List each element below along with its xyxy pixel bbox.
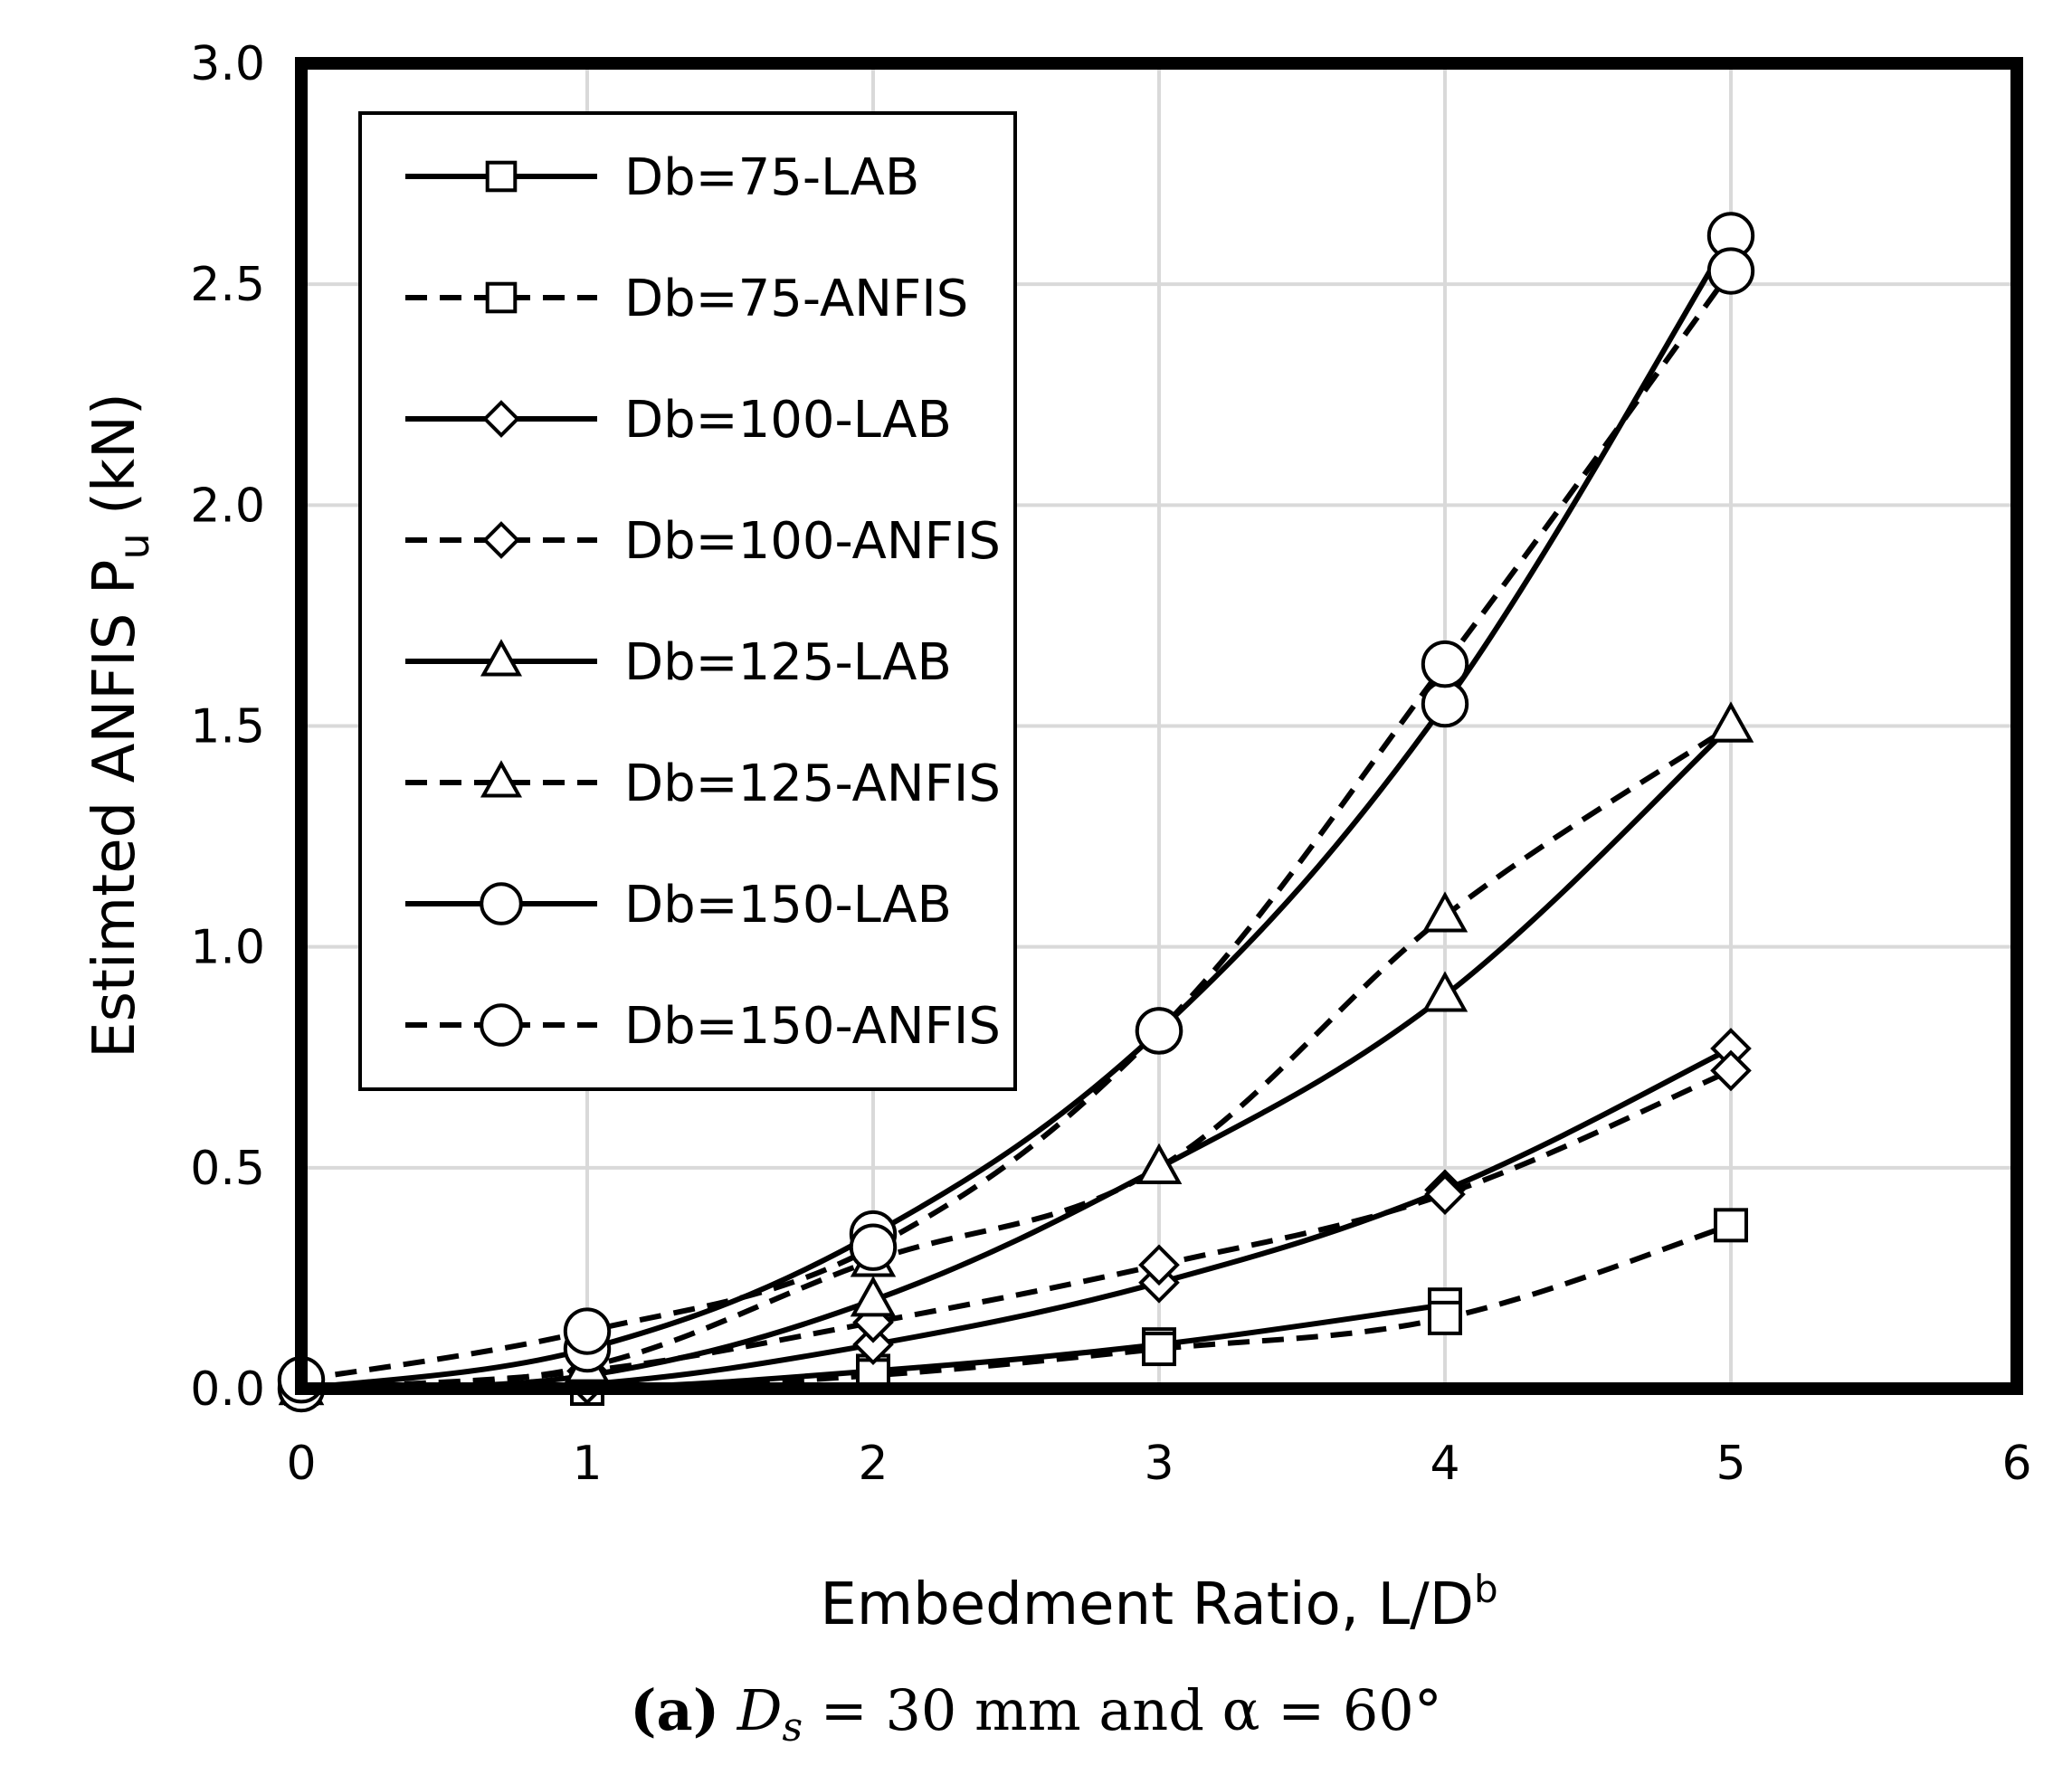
data-point <box>850 1276 897 1317</box>
legend-item: Db=75-LAB <box>405 148 919 207</box>
legend-item: Db=125-ANFIS <box>405 754 1001 813</box>
x-tick-label: 6 <box>2001 1437 2031 1491</box>
legend-item: Db=150-LAB <box>405 876 952 935</box>
legend-marker <box>480 639 523 677</box>
legend-label: Db=150-ANFIS <box>624 997 1001 1056</box>
data-point <box>1710 1049 1752 1092</box>
series-line <box>300 724 1734 1391</box>
data-point <box>1424 1173 1466 1215</box>
figure-caption: (a) Ds = 30 mm and α = 60° <box>630 1677 1442 1751</box>
legend-label: Db=150-LAB <box>624 876 952 935</box>
y-tick-label: 1.5 <box>190 700 265 754</box>
legend-marker <box>480 760 523 798</box>
y-tick-label: 0.5 <box>190 1142 265 1196</box>
legend-label: Db=125-LAB <box>624 633 952 692</box>
y-tick-label: 2.5 <box>190 258 265 312</box>
data-point <box>852 1324 894 1365</box>
legend-label: Db=75-ANFIS <box>624 270 968 328</box>
data-point <box>1707 701 1754 743</box>
x-tick-label: 1 <box>572 1437 602 1491</box>
y-axis-title: Estimted ANFIS Pu (kN) <box>81 393 158 1058</box>
legend-marker <box>480 882 523 925</box>
data-point <box>1135 1007 1183 1055</box>
data-point <box>1421 971 1468 1012</box>
legend-item: Db=100-LAB <box>405 391 952 450</box>
data-point <box>1706 247 1755 295</box>
data-point <box>563 1307 612 1355</box>
legend-marker <box>482 521 520 559</box>
legend-label: Db=75-LAB <box>624 148 919 207</box>
series-line <box>300 724 1733 1391</box>
legend: Db=75-LAB Db=75-ANFIS Db=100-LAB Db=100-ANF… <box>358 111 1017 1091</box>
axis-labels: 0 1 2 3 4 5 6 0.0 0.5 1.0 1.5 2.0 2.5 3.0 <box>190 37 2031 1491</box>
data-point <box>1428 1300 1462 1335</box>
data-point <box>1138 1244 1180 1286</box>
x-tick-label: 2 <box>858 1437 888 1491</box>
series-Db=150-ANFIS <box>277 247 1755 1404</box>
legend-label: Db=125-ANFIS <box>624 754 1001 813</box>
y-tick-label: 2.0 <box>190 479 265 533</box>
legend-item: Db=125-LAB <box>405 633 952 692</box>
legend-item: Db=75-ANFIS <box>405 270 968 328</box>
x-tick-label: 5 <box>1716 1437 1745 1491</box>
legend-label: Db=100-LAB <box>624 391 952 450</box>
x-tick-label: 4 <box>1430 1437 1459 1491</box>
y-tick-label: 3.0 <box>190 37 265 91</box>
legend-marker <box>485 281 518 314</box>
legend-box <box>358 111 1017 1091</box>
series-Db=100-ANFIS <box>280 1049 1752 1409</box>
data-point <box>1421 640 1469 688</box>
x-tick-label: 3 <box>1144 1437 1174 1491</box>
y-tick-label: 0.0 <box>190 1362 265 1417</box>
plot-frame <box>295 57 2023 1395</box>
y-tick-label: 1.0 <box>190 921 265 975</box>
x-tick-label: 0 <box>286 1437 316 1491</box>
series-line <box>300 1068 1733 1391</box>
x-axis-title: Embedment Ratio, L/Db <box>820 1567 1497 1638</box>
data-point <box>1142 1332 1176 1367</box>
legend-marker <box>482 400 520 438</box>
data-point <box>849 1223 898 1271</box>
legend-marker <box>485 160 518 193</box>
series-line <box>300 1046 1733 1392</box>
data-point <box>1136 1143 1183 1184</box>
legend-item: Db=150-ANFIS <box>405 997 1001 1056</box>
legend-marker <box>480 1003 523 1047</box>
data-point <box>1421 891 1468 933</box>
legend-label: Db=100-ANFIS <box>624 512 1001 571</box>
legend-item: Db=100-ANFIS <box>405 512 1001 571</box>
data-point <box>1714 1208 1748 1243</box>
